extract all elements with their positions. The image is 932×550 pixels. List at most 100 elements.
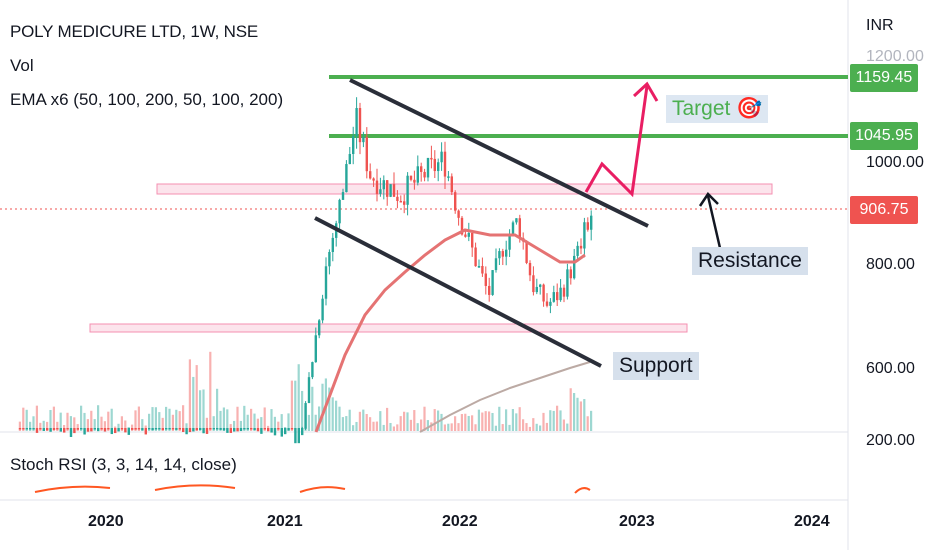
channel-upper-line[interactable] (349, 78, 649, 228)
volume-bar (110, 408, 113, 431)
candle (52, 428, 56, 430)
candle (379, 189, 382, 194)
volume-bar (195, 365, 198, 431)
stoch-rsi-segment (299, 486, 346, 493)
volume-bar (233, 420, 236, 431)
candle (491, 270, 494, 295)
resistance-pointer-arrow[interactable] (706, 195, 722, 249)
symbol-title[interactable]: POLY MEDICURE LTD, 1W, NSE (10, 22, 258, 41)
volume-bar (460, 414, 463, 431)
candle (209, 428, 212, 430)
volume-bar (426, 420, 429, 431)
volume-bar (100, 416, 103, 431)
candle (314, 335, 317, 363)
ema-indicator-label[interactable]: EMA x6 (50, 100, 200, 50, 100, 200) (10, 90, 284, 109)
volume-bar (229, 424, 232, 431)
volume-bar (440, 413, 443, 431)
volume-bar (59, 412, 62, 431)
candle (263, 428, 266, 430)
volume-indicator-label[interactable]: Vol (10, 56, 34, 75)
volume-bar (549, 410, 552, 431)
volume-bar (202, 389, 205, 431)
volume-bar (545, 422, 548, 431)
volume-bar (93, 419, 96, 431)
target-high-price-tag: 1159.45 (850, 64, 918, 92)
volume-bar (498, 406, 501, 431)
candle (369, 171, 372, 179)
candle (518, 218, 521, 238)
target-annotation[interactable]: Target 🎯 (666, 95, 769, 123)
candle (273, 428, 277, 436)
candle (158, 428, 161, 430)
volume-bar (124, 420, 127, 431)
candle (433, 158, 436, 172)
candle (375, 180, 379, 194)
candle (131, 428, 134, 430)
target-mid-price-tag: 1045.95 (850, 122, 918, 150)
candle (202, 428, 205, 434)
volume-bar (484, 411, 487, 431)
candle (270, 428, 273, 433)
price-tick: 600.00 (866, 360, 915, 377)
volume-bar (151, 407, 154, 431)
volume-bar (392, 426, 395, 431)
volume-bar (369, 417, 372, 431)
candle (569, 269, 572, 279)
price-tick: 1000.00 (866, 154, 924, 171)
resistance-zone[interactable] (156, 183, 773, 195)
candle (498, 251, 501, 259)
volume-bar (73, 417, 76, 431)
volume-bar (566, 423, 569, 431)
support-annotation[interactable]: Support (613, 352, 699, 380)
candle (188, 428, 192, 433)
candle (559, 287, 562, 301)
candle (290, 428, 294, 430)
volume-bar (165, 406, 168, 431)
candle (141, 428, 144, 431)
target-path-arrow[interactable] (584, 85, 649, 198)
candle (372, 178, 375, 181)
volume-bar (46, 421, 49, 431)
candle (277, 428, 280, 430)
candle (120, 428, 124, 430)
channel-lower-line[interactable] (314, 216, 602, 368)
volume-bar (66, 412, 69, 431)
volume-bar (171, 414, 174, 431)
candle (216, 428, 219, 430)
volume-bar (49, 409, 52, 431)
volume-bar (406, 412, 409, 431)
candle (464, 234, 467, 237)
candle (114, 428, 117, 434)
year-label: 2022 (442, 513, 478, 530)
support-zone[interactable] (89, 323, 688, 333)
volume-bar (209, 351, 212, 431)
volume-bar (375, 421, 378, 431)
candle (83, 428, 86, 435)
volume-bar (556, 405, 559, 431)
volume-bar (52, 406, 55, 431)
stoch-rsi-line (34, 484, 591, 494)
candle (294, 428, 297, 444)
candle (90, 428, 93, 432)
candle (447, 176, 450, 178)
candle (301, 428, 304, 436)
candle (134, 428, 137, 430)
volume-bar (396, 424, 399, 431)
candle (307, 377, 311, 404)
volume-bar (246, 414, 249, 431)
volume-bar (117, 423, 120, 431)
candle (440, 151, 443, 163)
stoch-rsi-label[interactable]: Stoch RSI (3, 3, 14, 14, close) (10, 455, 237, 474)
candle (416, 166, 419, 183)
volume-bar (522, 419, 525, 431)
resistance-annotation[interactable]: Resistance (692, 247, 808, 275)
volume-bar (236, 406, 239, 431)
volume-bar (35, 405, 38, 431)
candle (195, 428, 198, 431)
volume-bar (443, 424, 446, 431)
volume-bar (318, 406, 321, 431)
candle (348, 154, 351, 165)
candle (532, 275, 535, 293)
